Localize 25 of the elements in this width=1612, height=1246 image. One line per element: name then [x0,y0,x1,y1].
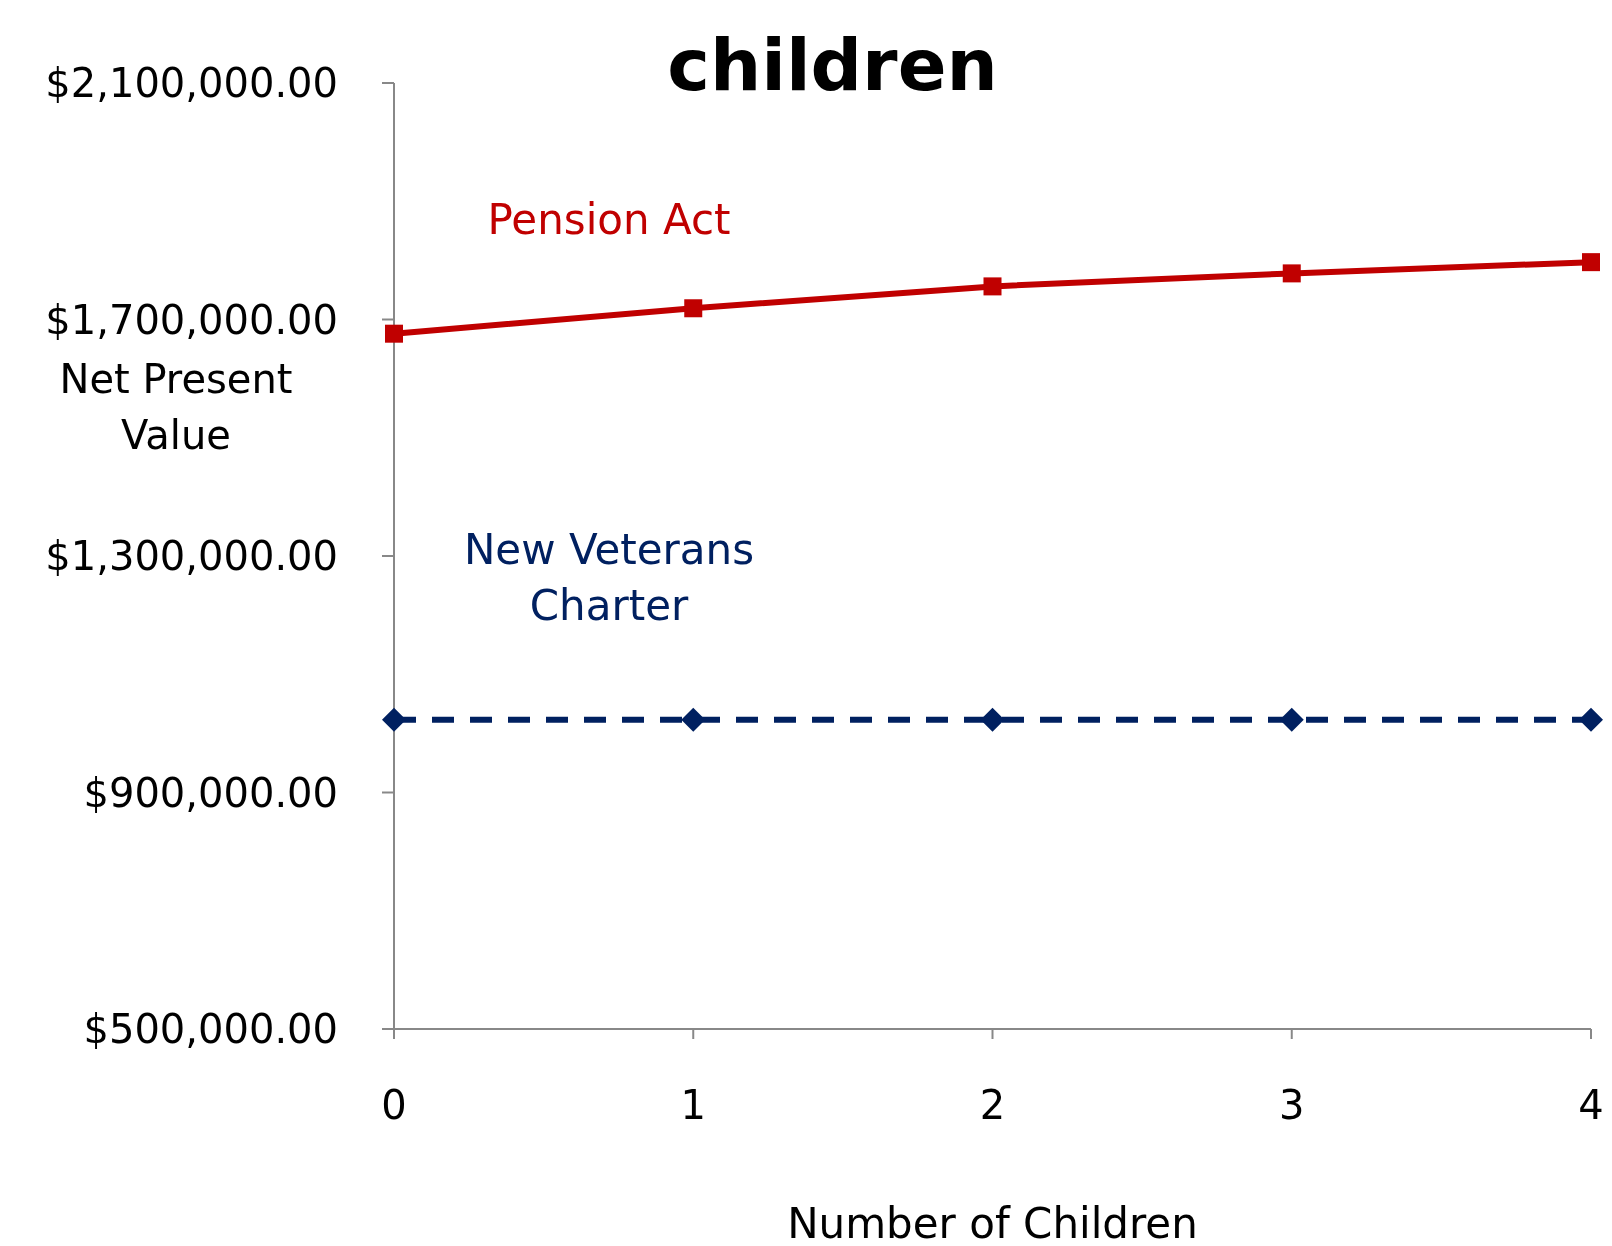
point [382,707,406,732]
point [1582,253,1600,272]
x-tick-label: 4 [1578,1082,1604,1128]
point [980,707,1005,732]
x-tick-label: 0 [381,1082,407,1128]
y-tick-label: $900,000.00 [83,769,338,816]
y-axis-title: Net Present Value [59,356,293,458]
point [1579,707,1603,732]
y-tick-label: $500,000.00 [83,1006,338,1052]
chart-title: children [667,23,998,107]
text: New Veterans Charter [463,524,755,630]
point [681,707,706,732]
y-tick-label: $1,300,000.00 [45,533,338,579]
point [385,324,403,343]
point [1282,264,1301,283]
x-tick-label: 3 [1279,1082,1305,1128]
point [983,277,1002,296]
x-tick-label: 1 [680,1082,706,1128]
series-label: Pension Act [487,194,731,244]
y-tick-label: $2,100,000.00 [45,60,338,106]
x-axis-title: Number of Children [787,1199,1198,1246]
point [684,299,703,318]
x-tick-label: 2 [979,1082,1006,1128]
y-tick-label: $1,700,000.00 [45,296,338,343]
point [1279,707,1304,732]
